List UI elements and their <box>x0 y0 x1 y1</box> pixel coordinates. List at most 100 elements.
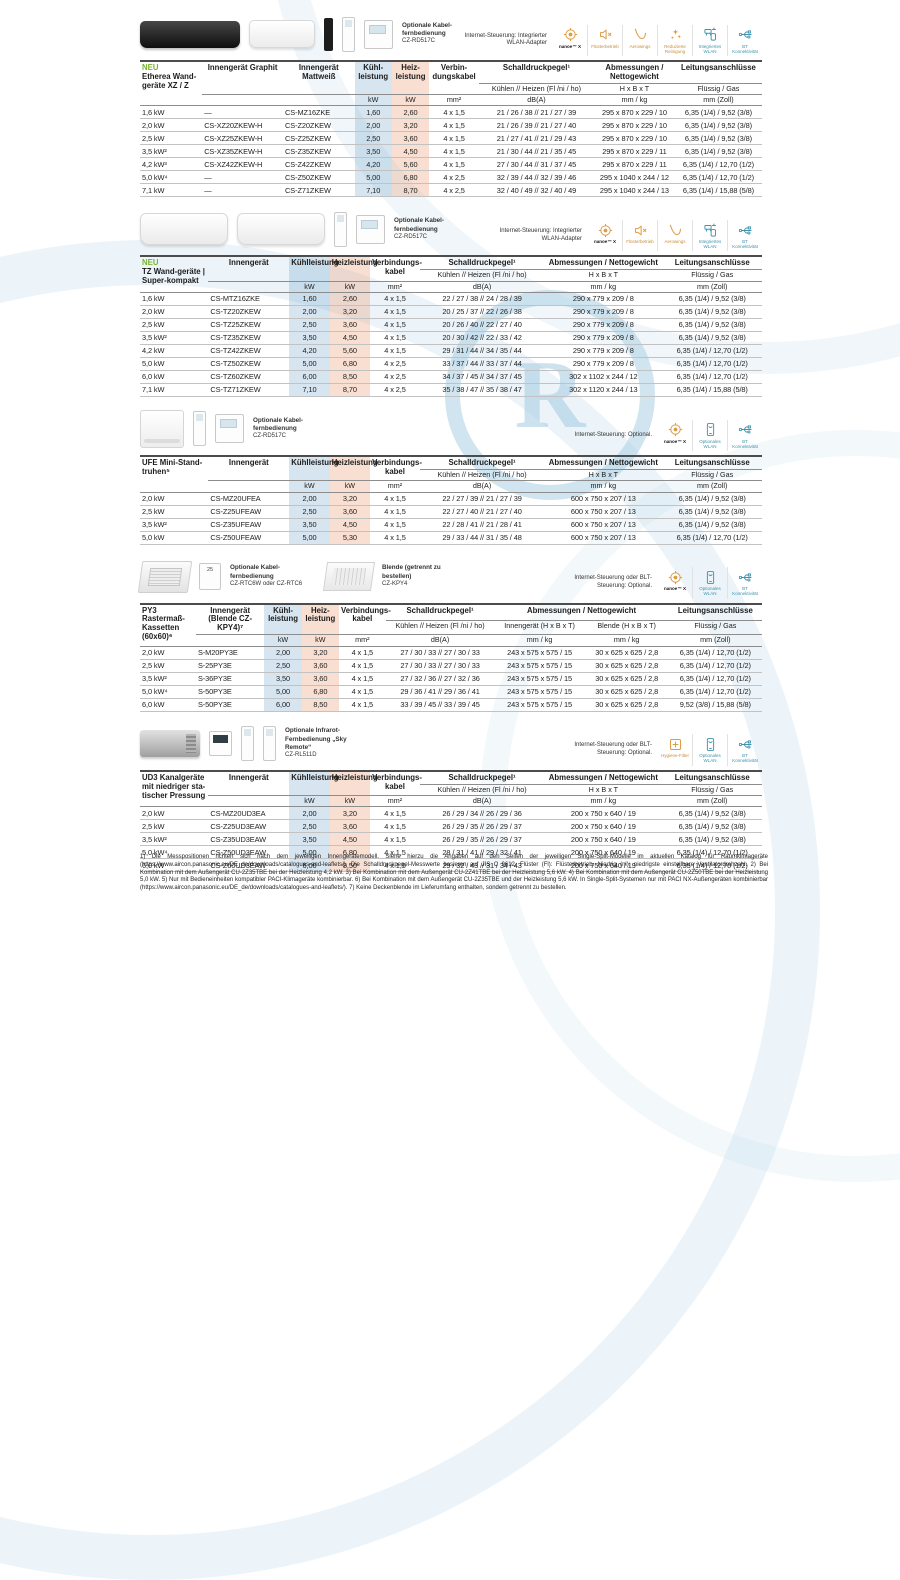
spec-cell: 4 x 1,5 <box>370 492 420 506</box>
spec-cell: 29 / 36 / 41 // 29 / 36 / 41 <box>385 685 495 699</box>
column-header: Kühlen // Heizen (Fl /ni / ho) <box>478 83 594 96</box>
spec-cell: 200 x 750 x 640 / 19 <box>544 806 663 821</box>
spec-cell: 4 x 1,5 <box>370 819 420 834</box>
spec-cell: 7,10 <box>289 383 330 397</box>
table-row: 7,1 kW — CS-Z71ZKEW 7,10 8,70 4 x 2,5 32 / 40 … <box>140 183 762 198</box>
spec-cell: 21 / 26 / 39 // 21 / 27 / 40 <box>478 118 594 133</box>
column-header: Leitungsanschlüsse <box>668 602 762 622</box>
spec-cell: 4 x 1,5 <box>370 832 420 847</box>
spec-cell: 6,35 (1/4) / 12,70 (1/2) <box>668 659 762 673</box>
neu-badge: NEU <box>142 63 159 72</box>
product-image-wall-dark <box>140 20 240 48</box>
product-strip: Optionale Kabel-fernbedienung CZ-RD517C In… <box>140 204 762 254</box>
feature-phone: Optionales WLAN <box>692 734 727 766</box>
spec-cell: 30 x 625 x 625 / 2,8 <box>584 698 669 712</box>
feature-icon-label: Optionales WLAN <box>699 753 721 764</box>
spec-cell: 243 x 575 x 575 / 15 <box>494 646 585 660</box>
column-header: Innengerät <box>208 255 290 282</box>
column-header: Kühlleistung <box>289 255 338 282</box>
spec-cell: 22 / 28 / 41 // 21 / 28 / 41 <box>419 518 545 532</box>
spec-cell: 3,50 <box>289 518 330 532</box>
spec-cell: 4 x 1,5 <box>370 845 420 860</box>
column-header: Innengerät Mattweiß <box>283 60 355 96</box>
spec-cell: 6,35 (1/4) / 9,52 (3/8) <box>662 806 762 821</box>
feature-icon-label: BT Konnektivität <box>732 586 758 597</box>
column-header: Leitungsanschlüsse <box>662 255 762 271</box>
product-strip: Optionale Kabel-fernbedienung CZ-RD517C In… <box>140 9 762 59</box>
spec-cell: 4 x 1,5 <box>339 698 386 712</box>
spec-cell: 6,35 (1/4) / 12,70 (1/2) <box>662 344 762 358</box>
spec-cell: 2,00 <box>289 806 330 821</box>
column-header: kW <box>289 480 330 493</box>
table-row: 2,0 kW CS-XZ20ZKEW-H CS-Z20ZKEW 2,00 3,20 4 x… <box>140 118 762 133</box>
table-row: 2,5 kW CS-Z25UD3EAW 2,50 3,60 4 x 1,5 26 / 29… <box>140 819 762 834</box>
column-header: H x B x T <box>544 269 663 282</box>
spec-cell: 6,00 <box>264 698 302 712</box>
spec-cell: 5,00 <box>289 845 330 860</box>
spec-table-ud3: UD3 Kanalgeräte mit niedriger sta-tische… <box>140 769 762 873</box>
column-header: kW <box>391 94 430 107</box>
table-row: 1,6 kW CS-MTZ16ZKE 1,60 2,60 4 x 1,5 22 / 27 … <box>140 292 762 306</box>
spec-cell: 4 x 1,5 <box>370 305 420 319</box>
feature-icon-label: Optionales WLAN <box>699 586 721 597</box>
internet-control-note: Internet-Steuerung oder BLT-Steuerung: O… <box>574 575 652 589</box>
model-cell: CS-Z25ZKEW <box>283 131 355 146</box>
spec-cell: 8,70 <box>329 383 371 397</box>
spec-cell: 4 x 1,5 <box>339 672 386 686</box>
spec-cell: 243 x 575 x 575 / 15 <box>494 685 585 699</box>
spec-cell: 600 x 750 x 207 / 13 <box>544 531 663 545</box>
spec-cell: 290 x 779 x 209 / 8 <box>544 305 663 319</box>
nanoe-icon <box>668 422 683 438</box>
column-header: Kühlleistung <box>289 454 338 482</box>
column-header: mm / kg <box>544 281 663 293</box>
spec-cell: 6,35 (1/4) / 9,52 (3/8) <box>662 318 762 332</box>
table-row: 1,6 kW — CS-MZ16ZKE 1,60 2,60 4 x 1,5 21 / 26 … <box>140 105 762 120</box>
spec-cell: 290 x 779 x 209 / 8 <box>544 344 663 358</box>
column-header: Flüssig / Gas <box>674 83 762 96</box>
column-header: Innengerät (H x B x T) <box>494 620 585 636</box>
spec-cell: 302 x 1102 x 244 / 12 <box>544 370 663 384</box>
feature-nanoe: nanoe™ X <box>658 420 692 451</box>
spec-cell: 3,50 <box>289 832 330 847</box>
capacity-cell: 7,1 kW <box>140 383 209 397</box>
spec-cell: 6,80 <box>301 685 339 699</box>
spec-cell: 295 x 870 x 229 / 10 <box>594 118 675 133</box>
table-row: 7,1 kW CS-TZ71ZKEW 7,10 8,70 4 x 2,5 35 / 38 … <box>140 383 762 397</box>
spec-cell: 6,35 (1/4) / 9,52 (3/8) <box>662 832 762 847</box>
capacity-cell: 2,5 kW <box>140 131 203 146</box>
feature-icon-label: nanoe™ X <box>663 438 686 444</box>
spec-cell: 4,50 <box>329 832 371 847</box>
column-header <box>202 94 284 107</box>
mute-icon <box>633 222 648 238</box>
feature-icon-row: nanoe™ X Optionales WLAN BT Konnektivität <box>658 419 762 451</box>
phone-icon <box>703 569 718 585</box>
column-header: Kühl-leistung <box>354 60 392 96</box>
column-header: Schalldruckpegel¹ <box>419 454 545 470</box>
column-header: mm (Zoll) <box>668 634 762 647</box>
accessory-note-title: Optionale Kabel-fernbedienung <box>230 564 281 580</box>
feature-icon-row: nanoe™ X Optionales WLAN BT Konnektivität <box>658 567 762 599</box>
feature-usb: BT Konnektivität <box>727 419 762 451</box>
product-section-tz: Optionale Kabel-fernbedienung CZ-RD517C In… <box>140 204 762 397</box>
spec-cell: 243 x 575 x 575 / 15 <box>494 698 585 712</box>
spec-cell: 2,00 <box>354 118 392 133</box>
column-header <box>208 480 290 493</box>
spec-cell: 600 x 750 x 207 / 13 <box>544 505 663 519</box>
column-header <box>208 281 290 293</box>
column-header: Leitungsanschlüsse <box>662 769 762 785</box>
table-row: 2,5 kW CS-XZ25ZKEW-H CS-Z25ZKEW 2,50 3,60 4 x… <box>140 131 762 146</box>
model-cell: CS-Z25UFEAW <box>208 505 290 519</box>
spec-cell: 6,35 (1/4) / 9,52 (3/8) <box>662 819 762 834</box>
product-image-wall-white <box>249 20 315 48</box>
product-strip: Optionale Kabel-fernbedienung CZ-RD517C In… <box>140 404 762 454</box>
table-row: 3,5 kW² S-36PY3E 3,50 3,60 4 x 1,5 27 / 32 / … <box>140 672 762 686</box>
spec-cell: 6,35 (1/4) / 9,52 (3/8) <box>662 292 762 306</box>
table-title: NEU TZ Wand-geräte | Super-kompakt <box>140 255 209 293</box>
table-title: UFE Mini-Stand-truhen⁵ <box>140 454 209 493</box>
column-header: mm² <box>370 795 420 808</box>
column-header: mm² <box>339 634 386 647</box>
spec-cell: 4 x 1,5 <box>370 318 420 332</box>
feature-sparkle: Reduzierte Reinigung <box>657 24 692 56</box>
model-cell: S-M20PY3E <box>195 646 265 660</box>
capacity-cell: 2,0 kW <box>140 305 209 319</box>
